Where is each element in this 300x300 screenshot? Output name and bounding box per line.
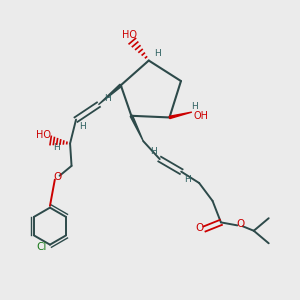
Text: H: H (191, 102, 198, 111)
Text: O: O (195, 224, 203, 233)
Text: H: H (150, 147, 157, 156)
Text: H: H (154, 50, 160, 58)
Text: HO: HO (36, 130, 51, 140)
Polygon shape (130, 115, 143, 141)
Polygon shape (169, 112, 192, 119)
Text: OH: OH (193, 111, 208, 121)
Text: O: O (53, 172, 61, 182)
Text: O: O (236, 219, 244, 229)
Polygon shape (98, 84, 122, 105)
Text: H: H (53, 143, 60, 152)
Text: Cl: Cl (36, 242, 47, 252)
Text: H: H (184, 175, 190, 184)
Text: H: H (79, 122, 86, 131)
Text: HO: HO (122, 30, 137, 40)
Text: H: H (104, 94, 111, 103)
